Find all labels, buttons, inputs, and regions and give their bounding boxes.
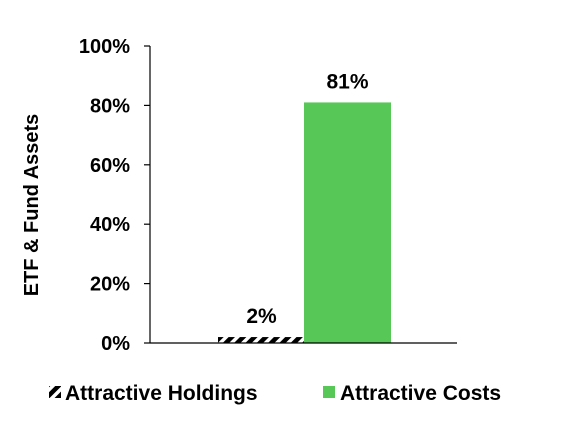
y-tick-label: 20% [90,274,130,296]
y-tick-label: 60% [90,155,130,177]
legend-label-attractive-costs: Attractive Costs [340,382,501,405]
data-label-attractive-costs: 81% [326,70,368,93]
y-tick-label: 80% [90,95,130,117]
bars [218,102,391,344]
data-label-attractive-holdings: 2% [246,305,277,328]
legend-swatch-attractive-holdings [49,386,61,398]
legend-swatch-attractive-costs [323,386,335,398]
y-axis-label: ETF & Fund Assets [21,114,43,297]
bar-attractive-holdings [218,337,305,343]
legend: Attractive Holdings Attractive Costs [49,382,501,405]
bar-attractive-costs [304,102,391,344]
y-tick-label: 0% [101,333,130,355]
data-labels: 2% 81% [246,70,369,328]
y-tick-label: 100% [79,36,130,58]
y-tick-labels: 0% 20% 40% 60% 80% 100% [79,36,150,355]
legend-label-attractive-holdings: Attractive Holdings [65,382,258,405]
y-tick-label: 40% [90,214,130,236]
